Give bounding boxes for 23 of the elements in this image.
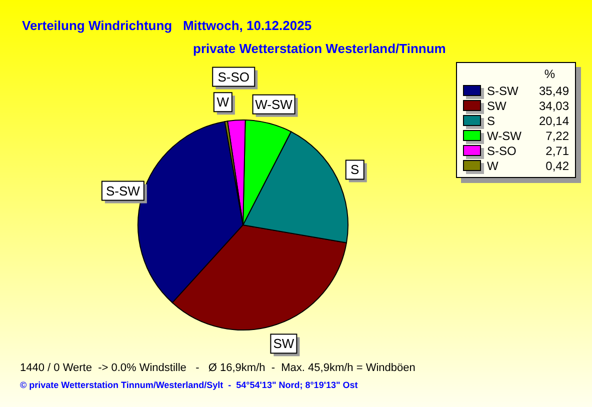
data-label: 34,03 <box>538 98 569 112</box>
slice-label: S-SW <box>106 183 141 198</box>
legend-title: % <box>543 67 556 81</box>
legend-label: S-SO <box>487 144 518 158</box>
data-label: 2,71 <box>546 144 569 158</box>
legend-label: SW <box>487 98 508 112</box>
legend-label: W <box>487 158 500 172</box>
data-label: 20,14 <box>538 114 569 128</box>
chart-subtitle: private Wetterstation Westerland/Tinnum <box>193 41 446 56</box>
chart-title: Verteilung Windrichtung Mittwoch, 10.12.2025 <box>22 18 312 33</box>
slice-label: S-SO <box>218 69 250 84</box>
slice-label: W-SW <box>255 96 294 112</box>
slice-label: W <box>216 94 230 110</box>
legend-label: S <box>487 114 496 128</box>
data-label: 0,42 <box>546 158 569 172</box>
legend-label: W-SW <box>487 128 522 142</box>
legend-label: S-SW <box>487 84 520 98</box>
data-label: 7,22 <box>546 128 569 142</box>
data-label: 35,49 <box>538 84 569 98</box>
text: 1440 / 0 Werte -> 0.0% Windstille - Ø 16,9km/h - Max. 45,9km/h = Windböen <box>20 362 416 374</box>
slice-label: S <box>350 162 360 178</box>
slice-label: SW <box>273 336 295 352</box>
text: © private Wetterstation Tinnum/Westerland/Sylt - 54°54'13" Nord; 8°19'13" Ost <box>20 380 358 390</box>
